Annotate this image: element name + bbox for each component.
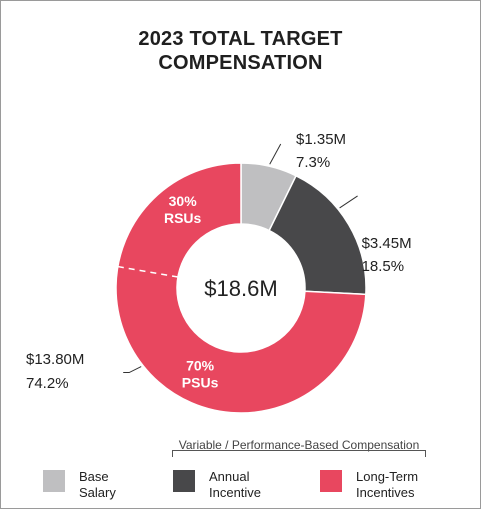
annual-incentive-percent-label: 18.5% <box>362 258 405 275</box>
slice-long-term-incentives <box>115 162 367 414</box>
rsu-name-label: RSUs <box>164 210 202 226</box>
legend-swatch-base-salary <box>43 470 65 492</box>
legend-label-line-2: Incentive <box>209 485 262 500</box>
annual-incentive-value-label: $3.45M <box>362 235 412 252</box>
lti-value-label: $13.80M <box>26 351 84 368</box>
legend-label-line-2: Incentives <box>356 485 415 500</box>
donut-chart: $18.6M 30% RSUs 70% PSUs $1.35M 7.3% $3.… <box>26 131 412 414</box>
lti-percent-label: 74.2% <box>26 375 69 392</box>
legend-label-line-1: Long-Term <box>356 469 419 484</box>
lti-leader-line <box>123 366 142 374</box>
base-salary-leader-line <box>269 143 282 165</box>
legend-swatch-annual-incentive <box>173 470 195 492</box>
total-compensation-label: $18.6M <box>204 276 277 301</box>
legend-swatch-long-term-incentives <box>320 470 342 492</box>
legend-label-line-1: Annual <box>209 469 250 484</box>
legend-label-line-1: Base <box>79 469 109 484</box>
legend-item-base-salary: Base Salary <box>43 469 116 501</box>
variable-compensation-caption: Variable / Performance-Based Compensatio… <box>178 438 420 452</box>
chart-title-line-1: 2023 TOTAL TARGET <box>138 28 343 50</box>
psu-name-label: PSUs <box>182 374 219 390</box>
annual-incentive-leader-line <box>339 195 358 209</box>
legend-item-annual-incentive: Annual Incentive <box>173 469 261 501</box>
legend-item-long-term-incentives: Long-Term Incentives <box>320 469 418 501</box>
legend-label-line-2: Salary <box>79 485 116 500</box>
psu-percent-label: 70% <box>186 357 215 373</box>
base-salary-value-label: $1.35M <box>296 131 346 148</box>
base-salary-percent-label: 7.3% <box>296 154 330 171</box>
rsu-percent-label: 30% <box>169 193 198 209</box>
variable-compensation-bracket <box>172 450 426 457</box>
chart-title-line-2: COMPENSATION <box>158 52 323 74</box>
